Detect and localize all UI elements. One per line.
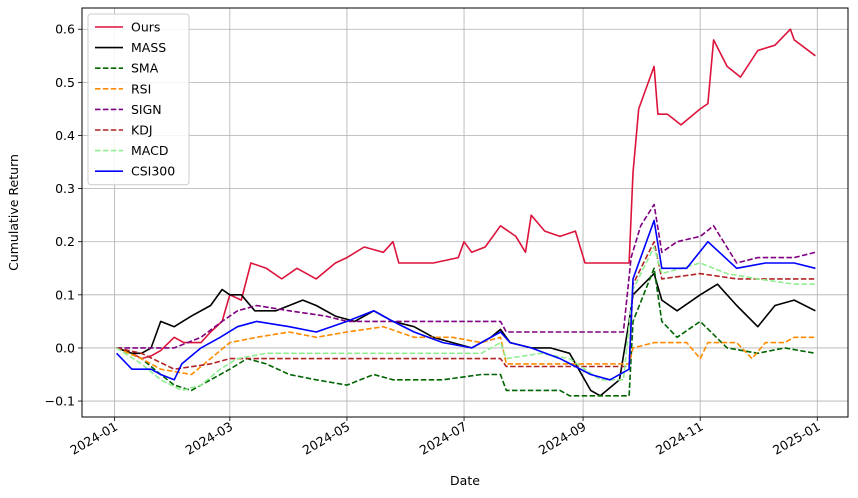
y-tick-label: 0.1 <box>55 287 75 302</box>
legend-label-sign: SIGN <box>131 102 162 117</box>
series-line-csi300 <box>116 219 816 381</box>
plot-frame <box>81 7 849 418</box>
y-axis-label: Cumulative Return <box>6 154 21 271</box>
series-line-rsi <box>116 325 816 376</box>
y-tick-label: 0.3 <box>55 181 75 196</box>
series-line-ours <box>116 28 816 360</box>
y-tick-label: 0.2 <box>55 234 75 249</box>
series-line-sma <box>116 267 816 397</box>
series-layer <box>116 28 816 397</box>
legend-box <box>87 13 190 186</box>
series-line-mass <box>116 272 816 397</box>
y-tick-label: −0.1 <box>45 394 75 409</box>
y-tick-label: 0.4 <box>55 128 75 143</box>
x-axis-label: Date <box>450 473 480 488</box>
y-axis: −0.1 0.0 0.1 0.2 0.3 0.4 0.5 0.6 <box>45 22 82 409</box>
legend: Ours MASS SMA RSI SIGN KDJ MACD CSI300 <box>87 13 190 186</box>
legend-label-kdj: KDJ <box>131 123 153 138</box>
legend-label-mass: MASS <box>131 40 166 55</box>
y-tick-label: 0.5 <box>55 75 75 90</box>
series-line-sign <box>116 203 816 349</box>
legend-label-csi300: CSI300 <box>131 164 175 179</box>
y-tick-label: 0.0 <box>55 340 75 355</box>
legend-label-sma: SMA <box>131 61 159 76</box>
y-tick-label: 0.6 <box>55 22 75 37</box>
legend-label-ours: Ours <box>131 20 160 35</box>
legend-label-rsi: RSI <box>131 81 151 96</box>
legend-label-macd: MACD <box>131 143 168 158</box>
grid <box>82 8 848 417</box>
